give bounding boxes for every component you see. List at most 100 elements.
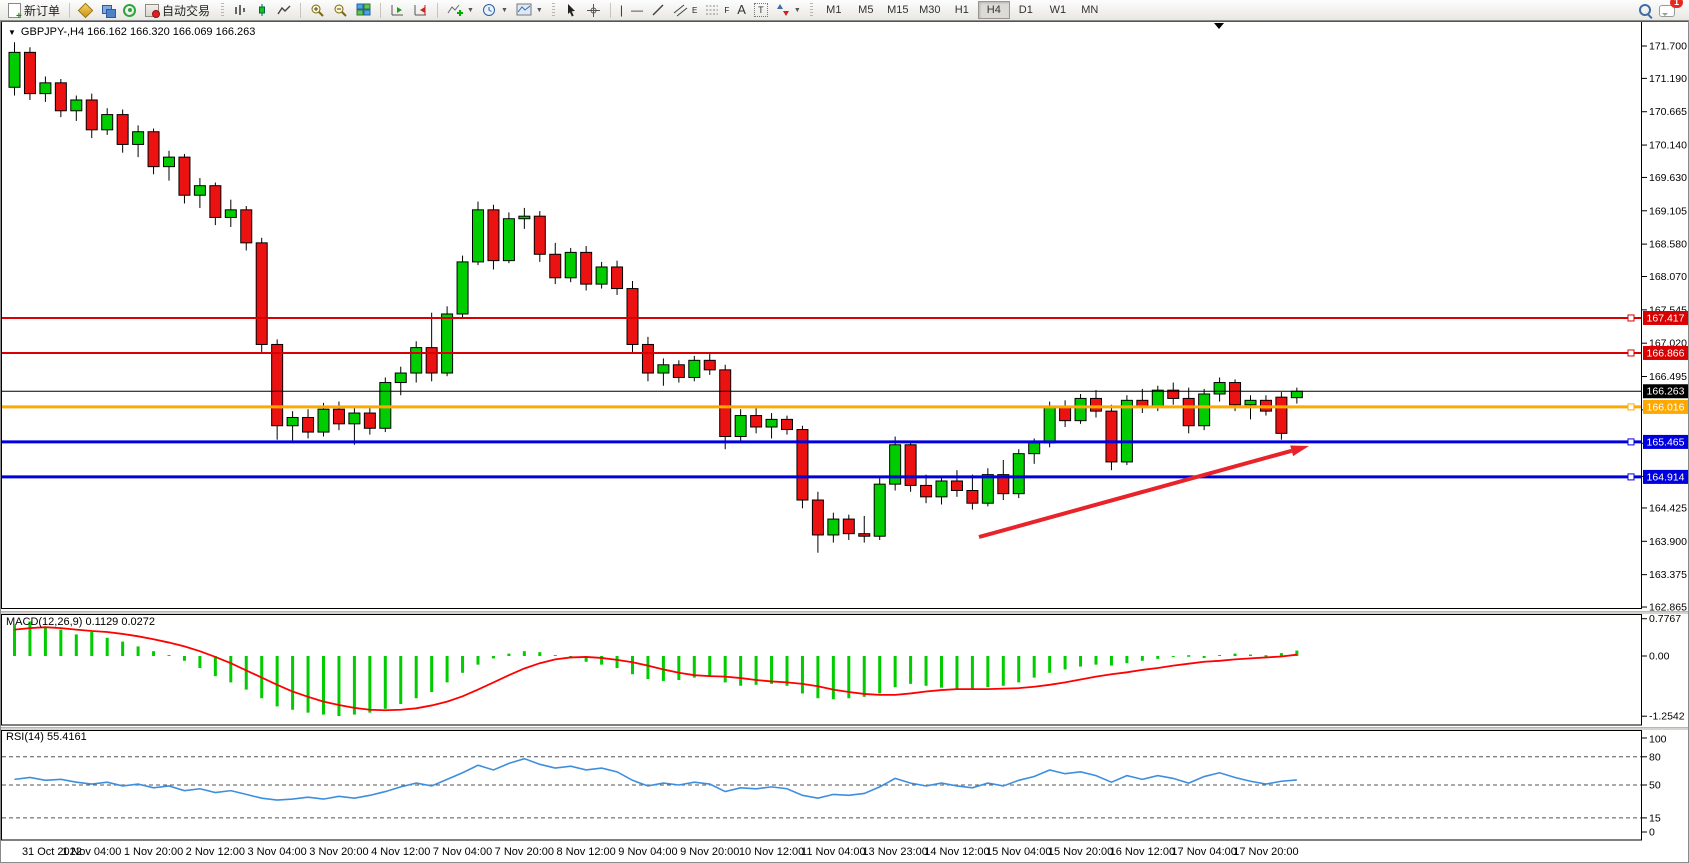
svg-text:163.900: 163.900 (1649, 536, 1687, 548)
crosshair-tool-button[interactable] (582, 0, 605, 20)
trendline-tool-button[interactable] (647, 0, 669, 20)
timeframe-button-M5[interactable]: M5 (858, 4, 874, 16)
equidistant-channel-icon (673, 4, 688, 17)
timeframe-button-H4[interactable]: H4 (977, 1, 1010, 19)
cursor-icon (567, 3, 575, 16)
svg-text:169.630: 169.630 (1649, 172, 1687, 184)
time-axis[interactable]: 31 Oct 2022 1 Nov 04:00 1 Nov 20:00 2 Nov 1… (1, 842, 1688, 862)
timeframe-button-M1[interactable]: M1 (826, 4, 842, 16)
autotrading-label: 自动交易 (162, 3, 211, 18)
timeframe-button-H1[interactable]: H1 (954, 4, 969, 16)
toolbar-separator (380, 2, 382, 18)
time-axis-label: 8 Nov 12:00 (556, 846, 616, 858)
auto-scroll-button[interactable] (386, 0, 409, 20)
macd-panel-canvas[interactable]: 0.7767 0.00 -1.2542 (1, 614, 1688, 727)
timeframe-button-M30[interactable]: M30 (919, 4, 941, 16)
horizontal-line-icon: — (630, 3, 643, 17)
time-axis-label: 16 Nov 12:00 (1109, 846, 1176, 858)
channel-tag: E (691, 5, 698, 15)
panel-splitter[interactable] (1, 611, 1688, 614)
chart-title: GBPJPY-,H4 166.162 166.320 166.069 166.2… (20, 26, 256, 38)
notification-badge: 1 (1670, 0, 1683, 8)
channel-tool-button[interactable]: E (669, 0, 701, 20)
templates-dropdown[interactable]: ▼ (512, 0, 547, 20)
text-tool-button[interactable]: A (733, 0, 750, 20)
rsi-axis[interactable]: 100 80 50 15 0 (1642, 734, 1667, 839)
chart-shift-marker[interactable] (1214, 23, 1224, 29)
fibonacci-tool-button[interactable]: F (701, 0, 733, 20)
toolbar-separator (437, 2, 439, 18)
rsi-panel-canvas[interactable]: 100 80 50 15 0 (1, 730, 1688, 842)
metaeditor-button[interactable] (73, 0, 98, 20)
time-axis-label: 17 Nov 20:00 (1233, 846, 1299, 858)
hline-tool-button[interactable]: — (627, 0, 647, 20)
chart-shift-icon (414, 5, 427, 16)
time-axis-label: 7 Nov 04:00 (432, 846, 493, 858)
zoom-out-button[interactable] (329, 0, 352, 20)
bar-chart-button[interactable] (229, 0, 251, 20)
periods-dropdown[interactable]: ▼ (478, 0, 512, 20)
time-axis-label: 3 Nov 20:00 (309, 846, 369, 858)
time-axis-label: 7 Nov 20:00 (494, 846, 555, 858)
time-axis-label: 9 Nov 04:00 (618, 846, 678, 858)
time-axis-label: 17 Nov 04:00 (1171, 846, 1237, 858)
main-toolbar: + 新订单 自动交易 (0, 0, 1689, 21)
line-chart-icon (277, 5, 291, 15)
main-chart-canvas[interactable]: 171.700 171.190 170.665 170.140 169.630 169.1… (1, 21, 1688, 611)
tile-windows-button[interactable] (352, 0, 375, 20)
svg-text:163.375: 163.375 (1649, 569, 1687, 581)
chart-menu-arrow[interactable]: ▼ (8, 27, 16, 37)
macd-signal-line (14, 626, 1297, 712)
add-indicator-icon (447, 4, 464, 16)
macd-histogram (13, 621, 1299, 716)
time-axis-label: 13 Nov 23:00 (862, 846, 928, 858)
vline-tool-button[interactable]: | (616, 0, 627, 20)
notifications-button[interactable]: 1 (1655, 0, 1683, 20)
autotrading-button[interactable]: 自动交易 (141, 0, 216, 20)
price-axis[interactable]: 171.700 171.190 170.665 170.140 169.630 169.1… (1642, 41, 1687, 612)
autotrading-icon (145, 3, 161, 18)
macd-axis[interactable]: 0.7767 0.00 -1.2542 (1642, 614, 1685, 723)
svg-text:171.700: 171.700 (1649, 41, 1687, 53)
rsi-indicator-label: RSI(14) 55.4161 (6, 731, 87, 743)
horizontal-lines-layer[interactable]: 167.417 166.866 166.263 166.016 165.465 164.9… (2, 310, 1688, 484)
arrows-tool-dropdown[interactable]: ▼ (772, 0, 805, 20)
crosshair-icon (586, 3, 600, 17)
svg-text:168.580: 168.580 (1649, 239, 1687, 251)
toolbar-separator (69, 2, 71, 18)
new-order-button[interactable]: + 新订单 (4, 0, 66, 21)
search-icon (1639, 4, 1653, 19)
rsi-levels (2, 756, 1641, 819)
metaeditor-icon (77, 2, 94, 18)
signals-button[interactable] (118, 0, 141, 20)
zoom-in-button[interactable] (306, 0, 329, 20)
add-indicator-dropdown[interactable]: ▼ (443, 0, 478, 20)
svg-text:80: 80 (1649, 751, 1661, 763)
line-chart-button[interactable] (273, 0, 295, 20)
time-axis-label: 2 Nov 12:00 (185, 846, 246, 858)
time-axis-label: 11 Nov 04:00 (801, 846, 866, 858)
text-tool-icon: A (737, 2, 746, 17)
profiles-button[interactable] (98, 0, 118, 20)
cursor-tool-button[interactable] (560, 0, 582, 20)
svg-text:166.016: 166.016 (1647, 401, 1685, 413)
svg-text:170.665: 170.665 (1649, 106, 1687, 118)
timeframe-button-MN[interactable]: MN (1081, 4, 1099, 16)
timeframe-button-D1[interactable]: D1 (1018, 4, 1033, 16)
svg-text:50: 50 (1649, 780, 1661, 792)
panel-splitter[interactable] (1, 727, 1688, 730)
toolbar-grip (551, 3, 555, 17)
toolbar-grip (809, 3, 813, 17)
chart-title-row: ▼ GBPJPY-,H4 166.162 166.320 166.069 166… (8, 26, 255, 38)
svg-text:-1.2542: -1.2542 (1649, 711, 1685, 723)
search-button[interactable] (1635, 0, 1655, 20)
label-tool-button[interactable]: T (750, 0, 772, 20)
text-label-icon: T (753, 3, 768, 17)
trend-arrow-annotation[interactable] (978, 445, 1309, 539)
timeframe-button-W1[interactable]: W1 (1049, 4, 1067, 16)
chart-shift-button[interactable] (409, 0, 432, 20)
time-axis-label: 9 Nov 20:00 (680, 846, 740, 858)
timeframe-button-M15[interactable]: M15 (887, 4, 909, 16)
svg-text:164.914: 164.914 (1647, 471, 1685, 483)
candlestick-button[interactable] (251, 0, 273, 20)
